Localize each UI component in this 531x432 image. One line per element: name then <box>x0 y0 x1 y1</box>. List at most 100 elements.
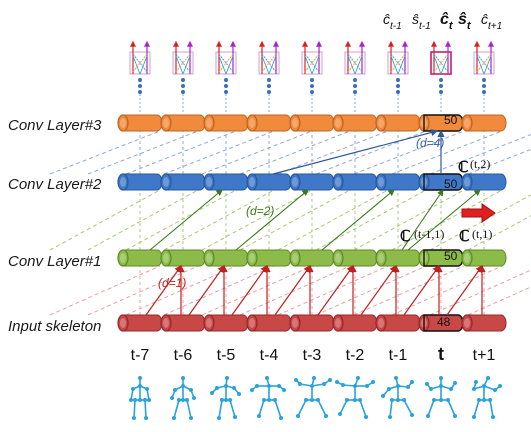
ellipsis-dot <box>224 84 228 88</box>
skeleton-figure <box>210 376 241 420</box>
skeleton-joint <box>365 384 369 388</box>
dilation-2-arrow <box>401 189 444 251</box>
cylinder-cap-shine <box>249 177 255 187</box>
skeleton-joint <box>233 415 237 419</box>
dashed-diagonal-link <box>239 265 351 316</box>
c-t2-symbol: ℂ <box>458 160 468 176</box>
dilation-1-arrow <box>446 265 483 316</box>
skeleton-joint <box>477 398 481 402</box>
output-cross-b <box>390 53 406 73</box>
cylinder-cap <box>117 249 129 267</box>
cylinder-cap <box>246 173 258 191</box>
cylinder <box>160 173 206 191</box>
dilation-1-arrow <box>360 265 397 316</box>
layer-label: Conv Layer#2 <box>8 176 102 193</box>
cylinder <box>117 173 163 191</box>
cylinder-body <box>208 314 249 332</box>
skeleton-joint <box>432 398 436 402</box>
time-label: t+1 <box>473 347 496 364</box>
cylinder-cap <box>203 173 215 191</box>
skeleton-joint <box>449 387 453 391</box>
ellipsis-dot <box>310 84 314 88</box>
skeleton-bone <box>144 399 147 419</box>
output-edge <box>304 55 313 75</box>
cylinder-cap-shine <box>464 118 470 128</box>
cylinder-body <box>466 314 507 332</box>
cylinder-cap <box>117 314 129 332</box>
skeleton-joint <box>170 396 174 400</box>
output-symbol: ŝ <box>458 11 467 28</box>
output-edge <box>483 55 492 75</box>
skeleton-bone <box>311 383 325 387</box>
skeleton-bone <box>403 399 413 416</box>
cylinder-body <box>337 173 378 191</box>
output-head <box>430 40 452 94</box>
cylinder <box>289 249 335 267</box>
skeleton-bone <box>447 399 456 417</box>
cylinder <box>289 173 335 191</box>
cylinder-body <box>165 314 206 332</box>
output-head <box>301 40 323 94</box>
c-t2-subscript: (t,2) <box>470 157 490 171</box>
ellipsis-dot <box>181 78 185 82</box>
skeleton-joint <box>498 384 502 388</box>
skeleton-figure <box>381 376 414 419</box>
cylinder-cap-shine <box>292 318 298 328</box>
dilation-1-arrow <box>317 265 354 316</box>
skeleton-joint <box>181 376 185 380</box>
output-cross-a <box>433 53 449 73</box>
skeleton-bone <box>427 399 435 417</box>
skeleton-joint <box>189 416 193 420</box>
skeleton-joint <box>394 376 398 380</box>
ellipsis-dot <box>224 90 228 94</box>
output-label: ŝt <box>458 11 472 32</box>
cylinder-body <box>165 173 206 191</box>
ellipsis-dot <box>396 84 400 88</box>
cylinder-cap-shine <box>163 177 169 187</box>
dilation-4-arrow <box>272 129 439 175</box>
cylinder <box>418 314 464 332</box>
skeleton-figure <box>170 376 196 420</box>
cylinder-cap-shine <box>292 118 298 128</box>
time-label: t-6 <box>174 347 193 364</box>
skeleton-joint <box>426 414 430 418</box>
dashed-diagonal-link <box>277 265 389 316</box>
cylinder <box>160 249 206 267</box>
dashed-diagonal-link <box>429 269 531 316</box>
output-cross-b <box>304 53 320 73</box>
time-label: t <box>438 344 444 364</box>
skeleton-joint <box>341 383 345 387</box>
cylinder-body <box>122 314 163 332</box>
skeleton-joint <box>294 378 298 382</box>
skeleton-joint <box>410 413 414 417</box>
skeleton-joint <box>250 388 254 392</box>
skeleton-joint <box>132 416 136 420</box>
time-label: t-2 <box>346 347 365 364</box>
skeleton-joint <box>304 398 308 402</box>
skeleton-joint <box>446 398 450 402</box>
output-head <box>473 40 495 94</box>
cylinder-cap <box>461 114 473 132</box>
skeleton-joint <box>388 415 392 419</box>
skeleton-bone <box>297 399 307 417</box>
skeleton-joint <box>257 414 261 418</box>
output-cross-b <box>218 53 234 73</box>
output-edge <box>182 55 191 75</box>
skeleton-bone <box>173 399 180 419</box>
cylinder-body <box>122 249 163 267</box>
cylinder-cap-shine <box>378 118 384 128</box>
dashed-diagonal-link <box>163 130 275 175</box>
cylinder <box>289 314 335 332</box>
dashed-diagonal-link <box>353 265 465 316</box>
skeleton-bone <box>133 399 136 419</box>
skeleton-joint <box>237 392 241 396</box>
time-label: t-4 <box>260 347 279 364</box>
output-symbol: ĉ <box>481 11 488 27</box>
cylinder <box>375 114 421 132</box>
cylinder-cap <box>203 314 215 332</box>
output-cross-b <box>175 53 191 73</box>
ellipsis-dot <box>181 90 185 94</box>
skeleton-joint <box>224 384 228 388</box>
cylinder-cap-shine <box>464 318 470 328</box>
